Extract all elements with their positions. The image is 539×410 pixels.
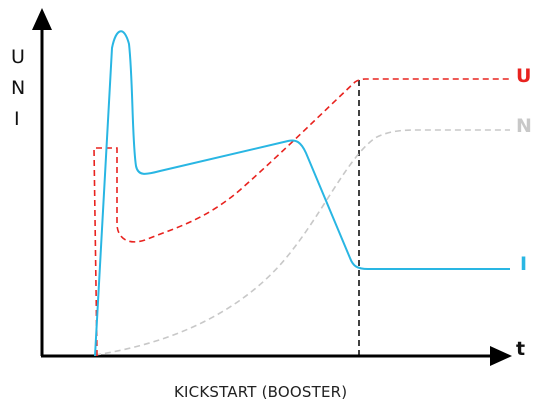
curve-label-i: I (520, 253, 528, 275)
curve-u (93, 78, 510, 357)
y-axis-label-u: U (11, 46, 25, 68)
y-axis-arrowhead (32, 8, 52, 30)
y-axis-label-i: I (14, 108, 20, 130)
x-axis-arrowhead (490, 346, 512, 366)
x-axis-label-t: t (516, 338, 526, 360)
y-axis-label-n: N (11, 77, 26, 99)
curve-i (94, 30, 510, 357)
curve-label-u: U (516, 65, 532, 87)
curve-label-n: N (516, 115, 532, 137)
curve-n (94, 129, 510, 356)
diagram-caption: KICKSTART (BOOSTER) (174, 383, 348, 401)
